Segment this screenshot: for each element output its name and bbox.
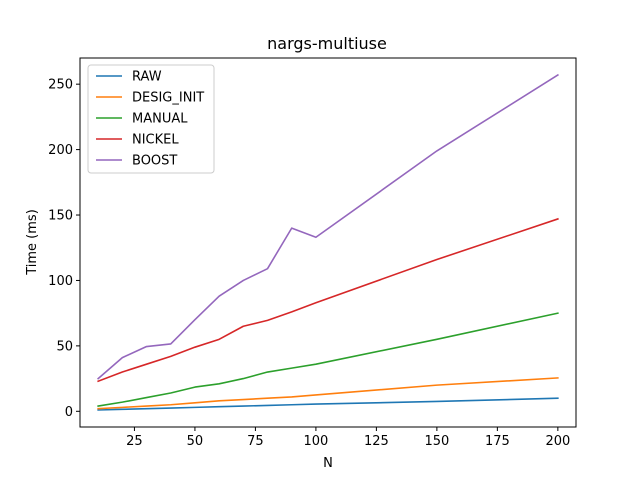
x-tick-label: 150: [424, 434, 449, 449]
legend-label: MANUAL: [132, 112, 188, 127]
y-axis-label: Time (ms): [25, 209, 40, 276]
legend-label: NICKEL: [132, 133, 179, 148]
x-axis-label: N: [323, 456, 333, 471]
series-lines: [97, 73, 559, 411]
legend-box: [87, 64, 215, 174]
legend-label: DESIG_INIT: [132, 91, 204, 106]
series-line-boost: [97, 73, 559, 380]
y-tick-label: 100: [48, 274, 73, 289]
x-axis: 25 50 75 100 125 150 175 200: [126, 427, 570, 449]
x-tick-label: 200: [545, 434, 570, 449]
y-tick-label: 250: [48, 78, 73, 93]
x-tick-label: 100: [303, 434, 328, 449]
y-tick-label: 50: [56, 339, 73, 354]
series-line-manual: [97, 312, 559, 407]
x-tick-label: 175: [485, 434, 510, 449]
x-tick-label: 125: [364, 434, 389, 449]
x-tick-label: 75: [247, 434, 264, 449]
series-line-nickel: [97, 217, 559, 383]
legend: RAW DESIG_INIT MANUAL NICKEL BOOST: [87, 64, 215, 174]
series-line-raw: [97, 397, 559, 411]
y-tick-label: 150: [48, 209, 73, 224]
legend-label: RAW: [132, 70, 162, 85]
y-tick-label: 0: [65, 405, 73, 420]
plot-area: [79, 57, 577, 428]
y-axis: 0 50 100 150 200 250: [48, 78, 80, 420]
series-line-desig-init: [97, 377, 559, 410]
legend-label: BOOST: [132, 154, 177, 169]
x-tick-label: 50: [187, 434, 204, 449]
chart-title: nargs-multiuse: [267, 34, 387, 53]
x-tick-label: 25: [126, 434, 143, 449]
y-tick-label: 200: [48, 143, 73, 158]
